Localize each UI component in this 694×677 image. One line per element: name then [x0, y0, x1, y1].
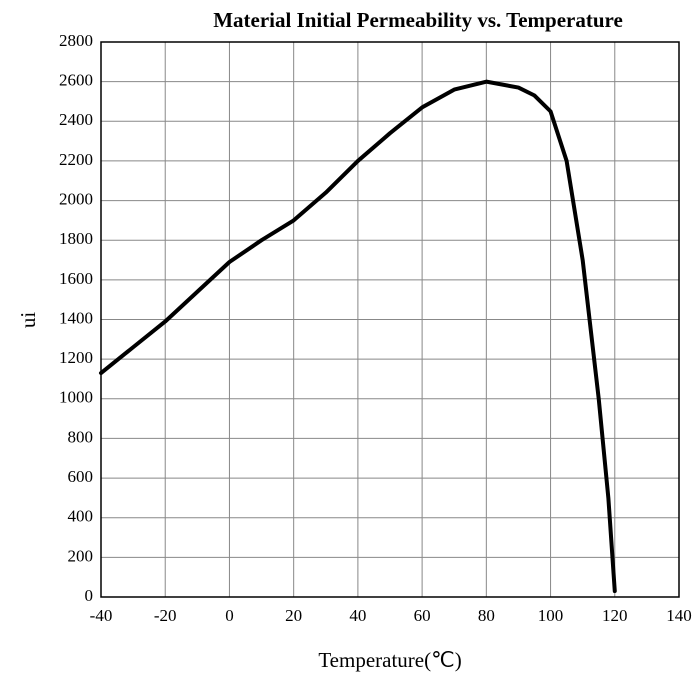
x-tick-label: 80 [478, 606, 495, 625]
x-tick-label: -20 [154, 606, 177, 625]
y-tick-label: 2600 [59, 71, 93, 90]
y-tick-label: 1600 [59, 269, 93, 288]
x-tick-label: 40 [349, 606, 366, 625]
y-tick-label: 0 [85, 586, 94, 605]
y-tick-label: 2000 [59, 189, 93, 208]
plot-frame [100, 41, 680, 598]
y-tick-label: 800 [68, 427, 94, 446]
y-tick-label: 2800 [59, 31, 93, 50]
x-tick-label: 100 [538, 606, 564, 625]
y-axis-label: ui [16, 312, 40, 329]
x-tick-label: -40 [90, 606, 113, 625]
chart-title: Material Initial Permeability vs. Temper… [213, 8, 623, 32]
x-axis-label: Temperature(℃) [318, 648, 461, 672]
data-line [99, 79, 617, 594]
y-tick-label: 2200 [59, 150, 93, 169]
x-tick-label: 60 [414, 606, 431, 625]
y-tick-label: 1000 [59, 388, 93, 407]
y-tick-label: 400 [68, 507, 94, 526]
y-tick-label: 1400 [59, 308, 93, 327]
x-tick-label: 0 [225, 606, 234, 625]
y-tick-label: 1200 [59, 348, 93, 367]
y-tick-label: 200 [68, 546, 94, 565]
y-tick-label: 600 [68, 467, 94, 486]
x-tick-label: 140 [666, 606, 692, 625]
y-tick-label: 2400 [59, 110, 93, 129]
x-tick-label: 20 [285, 606, 302, 625]
y-tick-label: 1800 [59, 229, 93, 248]
x-tick-label: 120 [602, 606, 628, 625]
